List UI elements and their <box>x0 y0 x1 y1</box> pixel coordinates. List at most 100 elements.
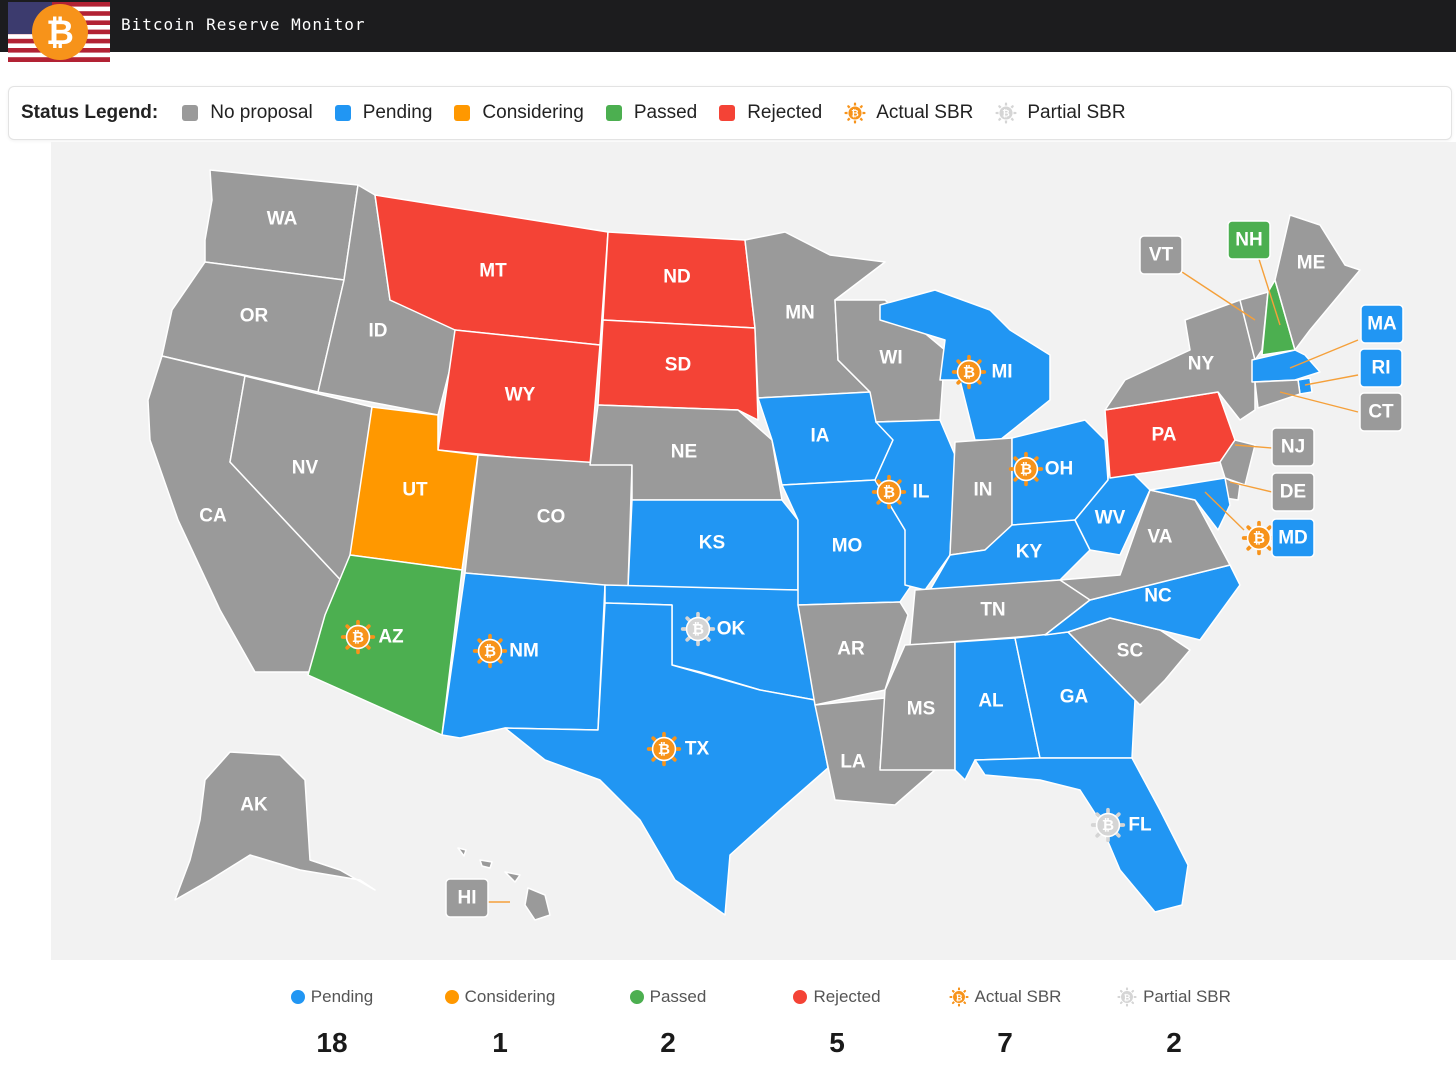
label-KS: KS <box>699 533 725 554</box>
legend-swatch-no-proposal <box>182 105 199 121</box>
legend-item-no-proposal: No proposal <box>182 102 313 124</box>
legend-label-considering: Considering <box>482 102 584 123</box>
state-FL[interactable] <box>974 757 1189 913</box>
stat-considering: Considering 1 <box>415 985 585 1059</box>
legend-label-rejected: Rejected <box>747 102 823 123</box>
callout-RI[interactable]: RI <box>1359 348 1403 388</box>
callout-box <box>1359 392 1403 432</box>
stat-value: 2 <box>660 1027 676 1058</box>
label-CA: CA <box>199 506 227 527</box>
state-labels: WA OR CA NV ID MT WY UT CO ND SD NE KS M… <box>199 209 1325 816</box>
callout-box <box>1360 304 1404 344</box>
stat-rejected: Rejected 5 <box>752 985 922 1059</box>
marker-MI[interactable]: ₿ <box>951 354 987 390</box>
callout-box <box>1359 348 1403 388</box>
state-MD[interactable] <box>1149 477 1231 531</box>
state-ME[interactable] <box>1274 214 1361 351</box>
stat-label: Partial SBR <box>1143 987 1231 1006</box>
callout-HI[interactable]: HI <box>445 878 489 918</box>
state-MA[interactable] <box>1251 349 1321 383</box>
marker-TX[interactable]: ₿ <box>646 731 682 767</box>
label-VA: VA <box>1148 527 1173 548</box>
legend-swatch-considering <box>454 105 471 121</box>
svg-text:₿: ₿ <box>658 741 670 758</box>
legend-item-actual-sbr: ₿ Actual SBR <box>844 102 973 124</box>
stat-label-row: Considering <box>415 985 585 1009</box>
callout-DE[interactable]: DE <box>1271 472 1315 512</box>
actual-sbr-bitcoin-icon: ₿ <box>844 102 866 124</box>
marker-NM[interactable]: ₿ <box>472 633 508 669</box>
legend-swatch-rejected <box>719 105 736 121</box>
label-PA: PA <box>1152 425 1177 446</box>
state-AK[interactable] <box>174 751 376 901</box>
svg-text:₿: ₿ <box>484 643 496 660</box>
legend-label-passed: Passed <box>633 102 698 123</box>
app-title: Bitcoin Reserve Monitor <box>121 15 366 34</box>
marker-OK[interactable]: ₿ <box>680 611 716 647</box>
marker-FL[interactable]: ₿ <box>1090 807 1126 843</box>
stat-pending: Pending 18 <box>247 985 417 1059</box>
stat-label: Passed <box>649 987 707 1006</box>
label-NM: NM <box>509 641 539 662</box>
label-ID: ID <box>369 321 388 342</box>
state-OR[interactable] <box>161 261 345 393</box>
legend-label-no-proposal: No proposal <box>210 102 313 123</box>
callout-box <box>1227 220 1271 260</box>
callout-CT[interactable]: CT <box>1359 392 1403 432</box>
label-AZ: AZ <box>378 627 404 648</box>
state-AZ[interactable] <box>307 554 463 736</box>
status-legend: Status Legend: No proposal Pending Consi… <box>8 86 1452 140</box>
sbr-markers: ₿ AZ ₿ NM ₿ OK ₿ TX ₿ IL ₿ MI ₿ OH ₿ FL … <box>340 354 1277 843</box>
svg-text:₿: ₿ <box>1253 530 1265 547</box>
label-GA: GA <box>1060 687 1089 708</box>
state-MS[interactable] <box>879 641 956 771</box>
callout-NJ[interactable]: NJ <box>1271 427 1315 467</box>
marker-OH[interactable]: ₿ <box>1008 451 1044 487</box>
callout-MA[interactable]: MA <box>1360 304 1404 344</box>
callout-MD[interactable]: MD <box>1271 518 1315 558</box>
stat-value: 18 <box>316 1027 348 1058</box>
bitcoin-flag-logo: ₿ <box>8 2 110 62</box>
callout-lines <box>488 255 1359 903</box>
label-AL: AL <box>978 691 1004 712</box>
stat-partial-sbr: ₿ Partial SBR 2 <box>1089 985 1259 1059</box>
callout-label: VT <box>1149 245 1174 266</box>
state-NJ[interactable] <box>1219 439 1256 486</box>
stat-actual-sbr: ₿ Actual SBR 7 <box>920 985 1090 1059</box>
stat-label-row: ₿ Actual SBR <box>920 985 1090 1009</box>
callout-box <box>445 878 489 918</box>
label-AR: AR <box>837 639 865 660</box>
callout-VT[interactable]: VT <box>1139 235 1183 275</box>
legend-item-passed: Passed <box>605 102 698 124</box>
callout-label: DE <box>1280 482 1306 503</box>
label-NC: NC <box>1144 586 1172 607</box>
stat-label: Rejected <box>813 987 881 1006</box>
state-AR[interactable] <box>797 601 909 706</box>
callout-NH[interactable]: NH <box>1227 220 1271 260</box>
partial-sbr-bitcoin-icon: ₿ <box>1117 987 1137 1007</box>
callout-label: MD <box>1278 528 1308 549</box>
state-CT[interactable] <box>1254 379 1301 409</box>
state-IL[interactable] <box>874 419 956 591</box>
label-MO: MO <box>832 536 863 557</box>
legend-item-pending: Pending <box>334 102 432 124</box>
callout-line-md <box>1204 491 1245 531</box>
app-header: ₿ Bitcoin Reserve Monitor <box>0 0 1456 62</box>
stat-value: 7 <box>997 1027 1013 1058</box>
state-SD[interactable] <box>597 319 759 421</box>
callout-boxes: VT NH MA RI CT NJ DE MD HI <box>445 220 1404 918</box>
marker-AZ[interactable]: ₿ <box>340 619 376 655</box>
label-NE: NE <box>671 442 697 463</box>
label-WY: WY <box>505 385 536 406</box>
callout-line-ct <box>1279 391 1359 413</box>
callout-label: NJ <box>1281 437 1305 458</box>
passed-dot-icon <box>629 990 644 1004</box>
partial-sbr-bitcoin-icon: ₿ <box>995 102 1017 124</box>
label-NY: NY <box>1188 354 1215 375</box>
state-HI[interactable] <box>457 847 551 921</box>
legend-swatch-passed <box>605 105 622 121</box>
svg-text:₿: ₿ <box>1124 992 1131 1002</box>
marker-IL[interactable]: ₿ <box>871 474 907 510</box>
label-IA: IA <box>811 426 830 447</box>
marker-MD[interactable]: ₿ <box>1241 520 1277 556</box>
